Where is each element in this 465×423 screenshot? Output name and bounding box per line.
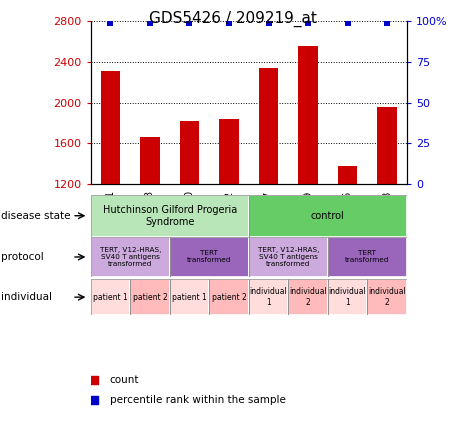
Point [265, 19, 272, 26]
Bar [367, 279, 407, 315]
Bar [328, 279, 367, 315]
Bar [288, 279, 328, 315]
Bar [170, 237, 249, 277]
Point [225, 19, 232, 26]
Text: individual
1: individual 1 [329, 288, 366, 307]
Bar [130, 279, 170, 315]
Bar [170, 279, 209, 315]
Text: patient 2: patient 2 [133, 293, 167, 302]
Point [274, 109, 281, 115]
Bar [298, 46, 318, 306]
Bar [249, 279, 288, 315]
Text: patient 1: patient 1 [172, 293, 207, 302]
Text: disease state: disease state [1, 211, 70, 221]
Text: individual
1: individual 1 [250, 288, 287, 307]
Bar [249, 279, 288, 315]
Point [304, 19, 312, 26]
Bar [377, 107, 397, 306]
Bar [91, 195, 249, 237]
Bar [219, 119, 239, 306]
Bar [367, 279, 407, 315]
Point [186, 19, 193, 26]
Point [106, 19, 114, 26]
Bar [170, 279, 209, 315]
Text: protocol: protocol [1, 252, 44, 262]
Text: TERT, V12-HRAS,
SV40 T antigens
transformed: TERT, V12-HRAS, SV40 T antigens transfor… [258, 247, 319, 267]
Bar [91, 237, 170, 277]
Text: TERT
transformed: TERT transformed [345, 250, 390, 264]
Text: percentile rank within the sample: percentile rank within the sample [110, 395, 286, 405]
Bar [249, 237, 328, 277]
Text: patient 1: patient 1 [93, 293, 128, 302]
Bar [91, 195, 249, 237]
Text: control: control [311, 211, 345, 221]
Bar [338, 166, 358, 306]
Text: patient 2: patient 2 [212, 293, 246, 302]
Text: individual: individual [1, 292, 52, 302]
Bar [100, 71, 120, 306]
Bar [179, 121, 199, 306]
Text: TERT
transformed: TERT transformed [187, 250, 232, 264]
Point [146, 19, 153, 26]
Point [344, 19, 351, 26]
Text: GDS5426 / 209219_at: GDS5426 / 209219_at [148, 11, 317, 27]
Bar [249, 195, 407, 237]
Bar [259, 68, 279, 306]
Text: individual
2: individual 2 [368, 288, 406, 307]
Point [274, 290, 281, 297]
Text: individual
2: individual 2 [289, 288, 327, 307]
Bar [91, 279, 130, 315]
Point [383, 19, 391, 26]
Bar [249, 237, 328, 277]
Text: Hutchinson Gilford Progeria
Syndrome: Hutchinson Gilford Progeria Syndrome [103, 205, 237, 227]
Bar [91, 237, 170, 277]
Bar [209, 279, 249, 315]
Bar [249, 195, 407, 237]
Bar [328, 237, 407, 277]
Text: count: count [110, 375, 139, 385]
Bar [209, 279, 249, 315]
Bar [170, 237, 249, 277]
Bar [328, 279, 367, 315]
Bar [130, 279, 170, 315]
Bar [91, 279, 130, 315]
Bar [328, 237, 407, 277]
Bar [288, 279, 328, 315]
Bar [140, 137, 160, 306]
Text: TERT, V12-HRAS,
SV40 T antigens
transformed: TERT, V12-HRAS, SV40 T antigens transfor… [100, 247, 161, 267]
